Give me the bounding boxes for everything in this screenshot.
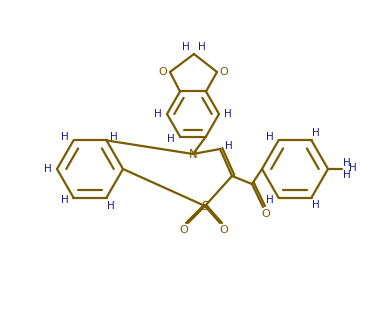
Text: S: S	[201, 200, 209, 213]
Text: H: H	[312, 128, 319, 138]
Text: H: H	[266, 195, 273, 204]
Text: N: N	[188, 147, 197, 160]
Text: H: H	[106, 201, 114, 211]
Text: H: H	[154, 109, 162, 119]
Text: H: H	[343, 170, 351, 180]
Text: H: H	[349, 163, 357, 173]
Text: H: H	[266, 133, 273, 143]
Text: O: O	[220, 67, 229, 77]
Text: H: H	[312, 200, 319, 210]
Text: H: H	[44, 164, 52, 174]
Text: H: H	[167, 133, 175, 144]
Text: H: H	[109, 133, 117, 143]
Text: H: H	[198, 42, 206, 52]
Text: H: H	[224, 109, 232, 119]
Text: H: H	[60, 133, 68, 143]
Text: H: H	[60, 195, 68, 204]
Text: O: O	[220, 225, 229, 235]
Text: O: O	[262, 209, 270, 219]
Text: O: O	[180, 225, 188, 235]
Text: H: H	[182, 42, 190, 52]
Text: H: H	[225, 141, 233, 151]
Text: H: H	[343, 158, 351, 168]
Text: O: O	[159, 67, 167, 77]
